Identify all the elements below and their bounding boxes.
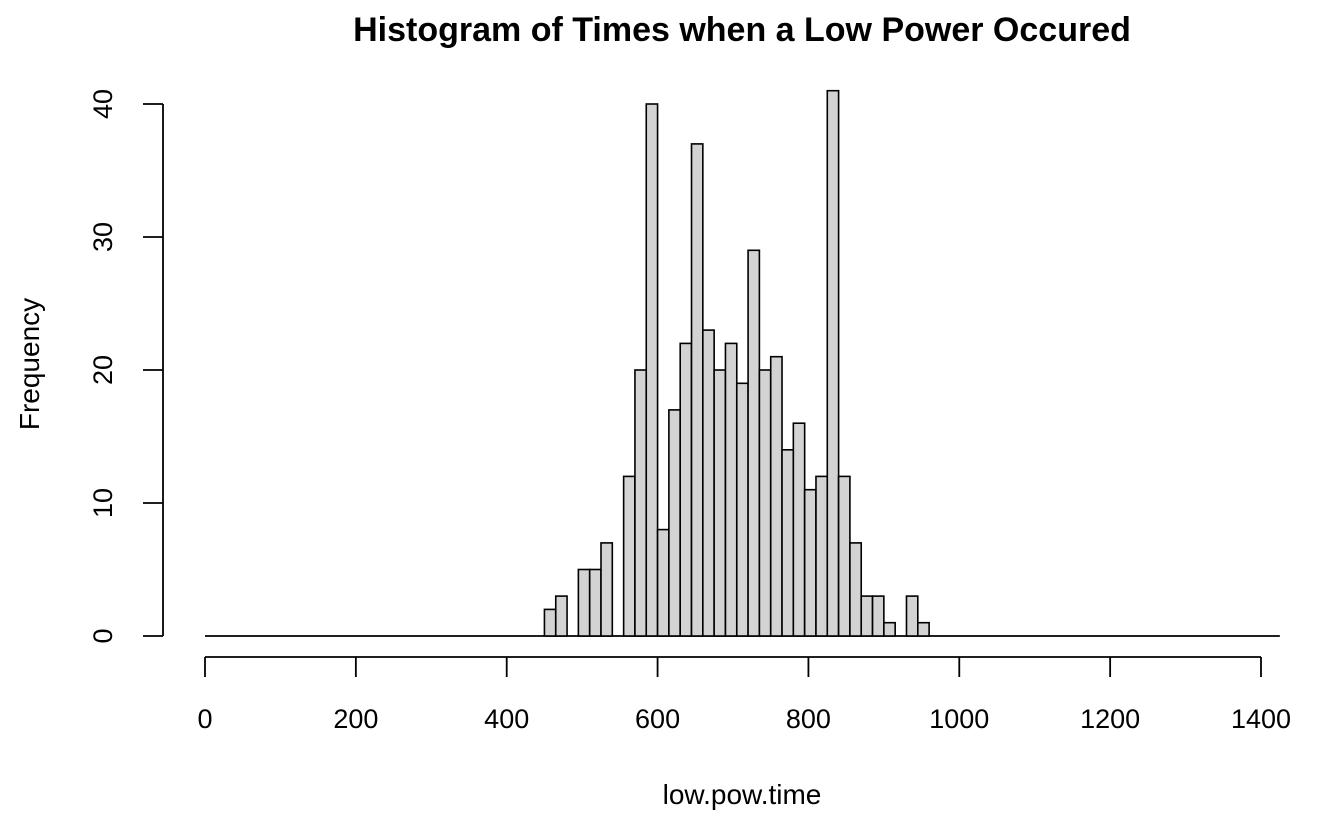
histogram-bar-810-825 — [815, 475, 829, 637]
histogram-bar-585-600 — [645, 103, 659, 637]
y-tick-label-10: 10 — [88, 488, 118, 518]
histogram-bar-630-645 — [679, 342, 693, 637]
histogram-bar-870-885 — [860, 595, 874, 637]
histogram-bar-900-915 — [883, 621, 896, 637]
x-tick-label-200: 200 — [333, 704, 378, 734]
histogram-bar-765-780 — [781, 448, 795, 637]
histogram-bar-570-585 — [634, 369, 648, 637]
histogram-bar-795-810 — [803, 488, 817, 637]
histogram-bar-555-570 — [622, 475, 636, 637]
histogram-bar-855-870 — [849, 542, 863, 637]
histogram-bar-510-525 — [588, 568, 602, 637]
histogram-bar-840-855 — [837, 475, 851, 637]
y-tick-label-30: 30 — [88, 222, 118, 252]
histogram-bar-690-705 — [724, 342, 738, 637]
y-axis-label: Frequency — [14, 298, 45, 430]
x-tick-label-600: 600 — [635, 704, 680, 734]
histogram-bar-465-480 — [554, 595, 568, 637]
histogram-bar-525-540 — [600, 542, 614, 637]
histogram-bar-825-840 — [826, 89, 840, 637]
y-tick-label-20: 20 — [88, 355, 118, 385]
x-tick-label-800: 800 — [786, 704, 831, 734]
y-axis: 0 10 20 30 40 — [88, 89, 164, 644]
y-tick-label-40: 40 — [88, 89, 118, 119]
x-axis: 0 200 400 600 800 1000 1200 1400 — [197, 656, 1291, 734]
histogram-bar-705-720 — [735, 382, 749, 637]
chart-title: Histogram of Times when a Low Power Occu… — [353, 11, 1131, 49]
histogram-bar-735-750 — [758, 369, 772, 637]
histogram-bar-720-735 — [747, 249, 761, 637]
histogram-bar-675-690 — [713, 369, 727, 637]
histogram-bar-450-465 — [543, 608, 557, 637]
histogram-bar-660-675 — [702, 329, 715, 637]
y-tick-label-0: 0 — [88, 628, 118, 643]
histogram-bar-885-900 — [871, 595, 885, 637]
x-tick-label-400: 400 — [484, 704, 529, 734]
histogram-bar-945-960 — [916, 621, 930, 637]
x-axis-label: low.pow.time — [663, 779, 822, 810]
histogram-bar-600-615 — [656, 528, 670, 637]
histogram-bar-750-765 — [769, 355, 783, 637]
x-tick-label-1400: 1400 — [1231, 704, 1291, 734]
bars-group — [543, 89, 930, 637]
histogram-bar-780-795 — [792, 422, 806, 637]
x-tick-label-1000: 1000 — [929, 704, 989, 734]
histogram-bar-645-660 — [690, 143, 704, 637]
x-tick-label-1200: 1200 — [1080, 704, 1140, 734]
histogram-bar-495-510 — [577, 568, 591, 637]
histogram-bar-615-630 — [668, 409, 682, 637]
histogram-bar-930-945 — [905, 595, 919, 637]
x-tick-label-0: 0 — [197, 704, 212, 734]
